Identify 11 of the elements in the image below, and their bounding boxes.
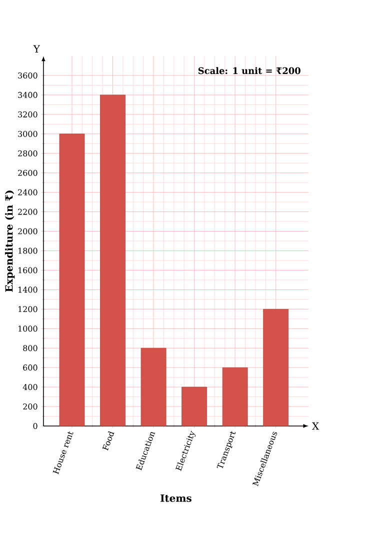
text: X [312,422,320,430]
bar [222,367,248,426]
y-axis-title: Expenditure (in ₹) [5,190,15,292]
bar [59,134,85,426]
bar [100,94,126,426]
text: Y [33,45,40,52]
x-axis-title: Items [160,494,192,502]
bar [182,386,208,426]
bar [263,308,289,426]
bar [140,348,166,426]
annotation: Scale: 1 unit = ₹200 [198,67,300,74]
